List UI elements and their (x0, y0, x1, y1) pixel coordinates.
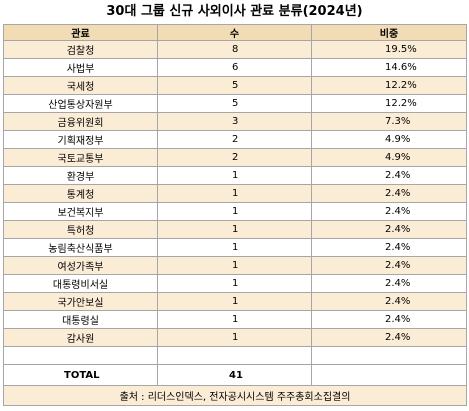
source-row: 출처 : 리더스인덱스, 전자공시시스템 주주총회소집결의 (3, 385, 467, 406)
category-cell: 사법부 (3, 58, 158, 77)
table-row: 보건복지부 1 2.4% (3, 202, 467, 221)
table-row: 농림축산식품부 1 2.4% (3, 238, 467, 257)
table-row: 사법부 6 14.6% (3, 58, 467, 77)
category-cell: 국세청 (3, 76, 158, 95)
category-cell: 금융위원회 (3, 112, 158, 131)
empty-cell (311, 346, 467, 365)
share-cell: 2.4% (311, 274, 467, 293)
empty-cell (157, 346, 312, 365)
column-header-category: 관료 (3, 24, 158, 41)
share-cell: 2.4% (311, 184, 467, 203)
count-cell: 5 (157, 94, 312, 113)
category-cell: 국가안보실 (3, 292, 158, 311)
category-cell: 여성가족부 (3, 256, 158, 275)
share-cell: 2.4% (311, 292, 467, 311)
count-cell: 1 (157, 166, 312, 185)
count-cell: 1 (157, 256, 312, 275)
total-row: TOTAL 41 (3, 364, 467, 386)
count-cell: 1 (157, 328, 312, 347)
category-cell: 기획재정부 (3, 130, 158, 149)
bureaucrat-table: 관료 수 비중 검찰청 8 19.5% 사법부 6 14.6% 국세청 5 12.2% 산업통상자… (3, 24, 467, 406)
table-row: 국세청 5 12.2% (3, 76, 467, 95)
count-cell: 6 (157, 58, 312, 77)
share-cell: 2.4% (311, 166, 467, 185)
source-note: 출처 : 리더스인덱스, 전자공시시스템 주주총회소집결의 (3, 385, 467, 406)
count-cell: 1 (157, 184, 312, 203)
share-cell: 19.5% (311, 40, 467, 59)
count-cell: 3 (157, 112, 312, 131)
share-cell: 2.4% (311, 256, 467, 275)
category-cell: 대통령비서실 (3, 274, 158, 293)
table-row: 통계청 1 2.4% (3, 184, 467, 203)
category-cell: 검찰청 (3, 40, 158, 59)
table-row: 특허청 1 2.4% (3, 220, 467, 239)
count-cell: 8 (157, 40, 312, 59)
share-cell: 2.4% (311, 220, 467, 239)
count-cell: 5 (157, 76, 312, 95)
category-cell: 산업통상자원부 (3, 94, 158, 113)
empty-row (3, 346, 467, 365)
share-cell: 2.4% (311, 310, 467, 329)
table-row: 금융위원회 3 7.3% (3, 112, 467, 131)
share-cell: 2.4% (311, 202, 467, 221)
total-count: 41 (157, 364, 312, 386)
total-label: TOTAL (3, 364, 158, 386)
category-cell: 보건복지부 (3, 202, 158, 221)
table-row: 국가안보실 1 2.4% (3, 292, 467, 311)
total-share-cell (311, 364, 467, 386)
table-row: 검찰청 8 19.5% (3, 40, 467, 59)
table-row: 산업통상자원부 5 12.2% (3, 94, 467, 113)
count-cell: 1 (157, 310, 312, 329)
share-cell: 2.4% (311, 328, 467, 347)
table-row: 대통령실 1 2.4% (3, 310, 467, 329)
header-row: 관료 수 비중 (3, 24, 467, 41)
count-cell: 1 (157, 274, 312, 293)
table-row: 기획재정부 2 4.9% (3, 130, 467, 149)
share-cell: 14.6% (311, 58, 467, 77)
share-cell: 12.2% (311, 94, 467, 113)
table-row: 환경부 1 2.4% (3, 166, 467, 185)
count-cell: 1 (157, 202, 312, 221)
share-cell: 4.9% (311, 148, 467, 167)
count-cell: 1 (157, 292, 312, 311)
share-cell: 7.3% (311, 112, 467, 131)
category-cell: 감사원 (3, 328, 158, 347)
count-cell: 2 (157, 148, 312, 167)
share-cell: 4.9% (311, 130, 467, 149)
column-header-count: 수 (157, 24, 312, 41)
share-cell: 2.4% (311, 238, 467, 257)
share-cell: 12.2% (311, 76, 467, 95)
table-title: 30대 그룹 신규 사외이사 관료 분류(2024년) (106, 4, 363, 19)
category-cell: 국토교통부 (3, 148, 158, 167)
category-cell: 대통령실 (3, 310, 158, 329)
column-header-share: 비중 (311, 24, 467, 41)
table-row: 대통령비서실 1 2.4% (3, 274, 467, 293)
category-cell: 특허청 (3, 220, 158, 239)
count-cell: 1 (157, 238, 312, 257)
table-row: 국토교통부 2 4.9% (3, 148, 467, 167)
category-cell: 통계청 (3, 184, 158, 203)
table-row: 여성가족부 1 2.4% (3, 256, 467, 275)
category-cell: 환경부 (3, 166, 158, 185)
table-row: 감사원 1 2.4% (3, 328, 467, 347)
empty-cell (3, 346, 158, 365)
table-body: 검찰청 8 19.5% 사법부 6 14.6% 국세청 5 12.2% 산업통상자원부 5 12.2%… (3, 40, 467, 406)
count-cell: 1 (157, 220, 312, 239)
count-cell: 2 (157, 130, 312, 149)
category-cell: 농림축산식품부 (3, 238, 158, 257)
